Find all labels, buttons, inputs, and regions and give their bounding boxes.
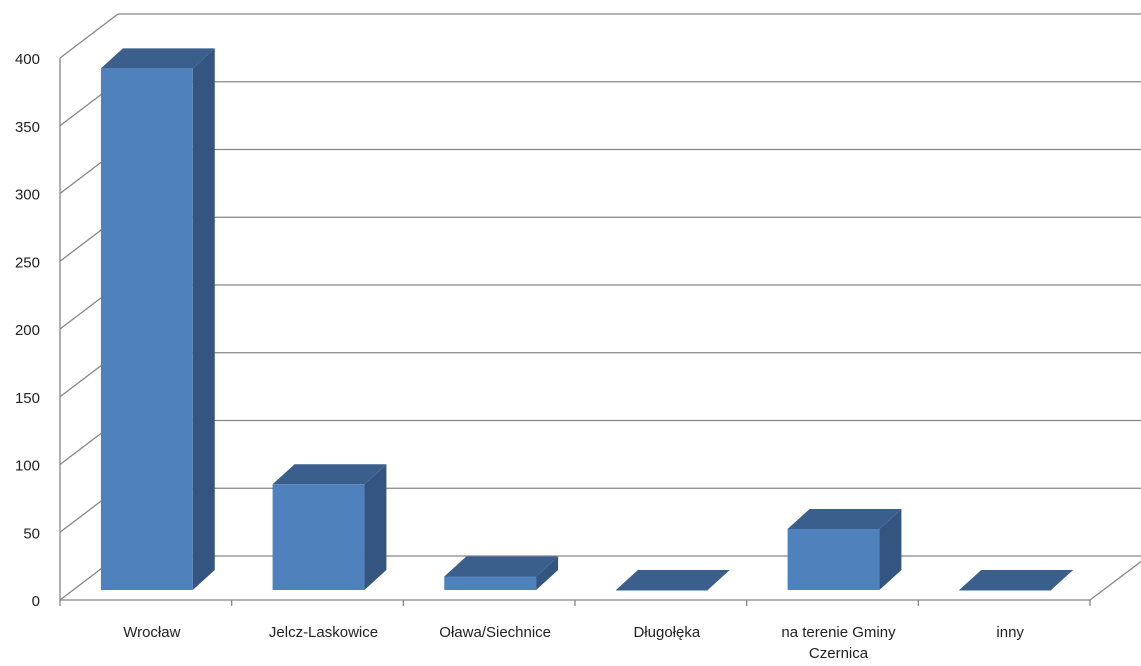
bar	[787, 509, 902, 590]
bar	[444, 556, 559, 590]
bar-front-face	[272, 484, 365, 590]
y-tick-label: 250	[15, 254, 40, 271]
bar-side-face	[536, 556, 559, 590]
x-tick-label: Długołęka	[633, 624, 700, 641]
bar-top-face	[787, 509, 902, 530]
x-tick-label: Czernica	[809, 645, 869, 661]
y-tick-label: 150	[15, 390, 40, 407]
bar-top-face	[444, 556, 559, 577]
bar-top-face	[959, 570, 1074, 590]
y-tick-label: 0	[32, 593, 40, 610]
gridline-left-wall	[59, 13, 119, 59]
y-tick-label: 50	[23, 525, 40, 542]
bar-top-face	[615, 570, 730, 590]
x-axis-tick-labels: Wrocław Jelcz-Laskowice Oława/Siechnice Dłu…	[123, 624, 1024, 662]
bar-front-face	[444, 576, 537, 590]
y-tick-label: 200	[15, 322, 40, 339]
bar-side-face	[879, 509, 902, 590]
y-tick-label: 400	[15, 51, 40, 68]
y-tick-label: 300	[15, 187, 40, 204]
bar-top-face	[272, 464, 387, 485]
y-axis-tick-labels: 0 50 100 150 200 250 300 350 400	[15, 51, 40, 610]
bar	[959, 570, 1074, 591]
bar-side-face	[364, 464, 387, 590]
bars	[100, 48, 1074, 591]
floor-right-edge	[1089, 560, 1141, 601]
x-tick-label: na terenie Gminy	[781, 624, 896, 641]
bar-front-face	[100, 68, 193, 590]
x-tick-label: Oława/Siechnice	[439, 624, 551, 641]
bar-front-face	[615, 590, 708, 591]
x-tick-label: Jelcz-Laskowice	[269, 624, 378, 641]
y-tick-label: 350	[15, 119, 40, 136]
gridlines	[59, 13, 1141, 606]
bar-top-face	[100, 48, 215, 69]
bar-side-face	[192, 48, 215, 590]
y-tick-label: 100	[15, 458, 40, 475]
x-tick-label: inny	[996, 624, 1024, 641]
bar-front-face	[959, 590, 1052, 591]
bar	[615, 570, 730, 591]
bar	[100, 48, 215, 590]
bar	[272, 464, 387, 590]
bar-front-face	[787, 529, 880, 590]
x-tick-label: Wrocław	[123, 624, 180, 641]
